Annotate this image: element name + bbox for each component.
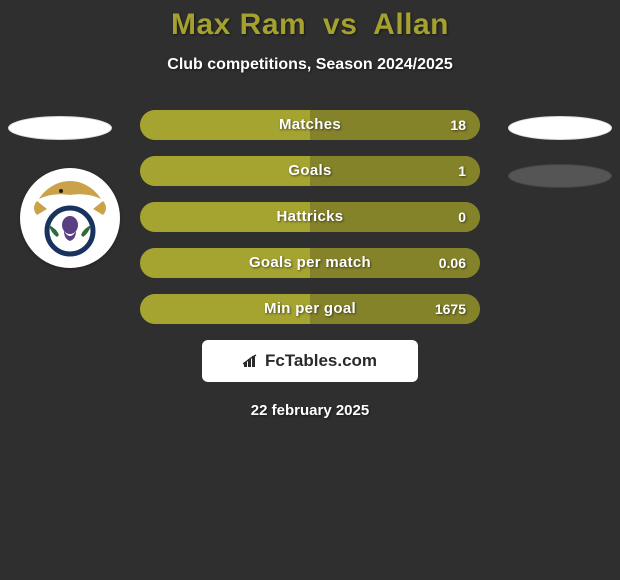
stat-bar-value: 1675: [435, 294, 466, 324]
left-player-badge: [8, 116, 112, 140]
right-player-badge-secondary: [508, 164, 612, 188]
stat-bars: Matches18 Goals1 Hattricks0 Goals per match…: [140, 110, 480, 324]
stat-bar-value: 1: [458, 156, 466, 186]
stat-bar-value: 0: [458, 202, 466, 232]
right-player-badge-primary: [508, 116, 612, 140]
stat-bar-label: Matches: [140, 110, 480, 140]
stat-bar-label: Hattricks: [140, 202, 480, 232]
stat-bar: Min per goal1675: [140, 294, 480, 324]
stat-bar-value: 18: [450, 110, 466, 140]
vs-label: vs: [323, 8, 357, 41]
content-area: Matches18 Goals1 Hattricks0 Goals per match…: [0, 110, 620, 324]
bar-chart-icon: [243, 354, 261, 368]
footer-logo-text: FcTables.com: [265, 351, 377, 371]
stat-bar: Goals1: [140, 156, 480, 186]
page-title: Max Ram vs Allan: [0, 0, 620, 42]
crest-circle: [20, 168, 120, 268]
player-b-name: Allan: [373, 8, 449, 41]
comparison-infographic: Max Ram vs Allan Club competitions, Seas…: [0, 0, 620, 580]
club-crest: [20, 168, 120, 268]
stat-bar: Matches18: [140, 110, 480, 140]
stat-bar-label: Goals per match: [140, 248, 480, 278]
stat-bar: Goals per match0.06: [140, 248, 480, 278]
player-a-name: Max Ram: [171, 8, 306, 41]
stat-bar-label: Min per goal: [140, 294, 480, 324]
crest-icon: [27, 175, 113, 261]
subtitle: Club competitions, Season 2024/2025: [0, 56, 620, 74]
footer-logo: FcTables.com: [202, 340, 418, 382]
stat-bar-value: 0.06: [439, 248, 466, 278]
stat-bar: Hattricks0: [140, 202, 480, 232]
stat-bar-label: Goals: [140, 156, 480, 186]
footer-date: 22 february 2025: [0, 402, 620, 419]
